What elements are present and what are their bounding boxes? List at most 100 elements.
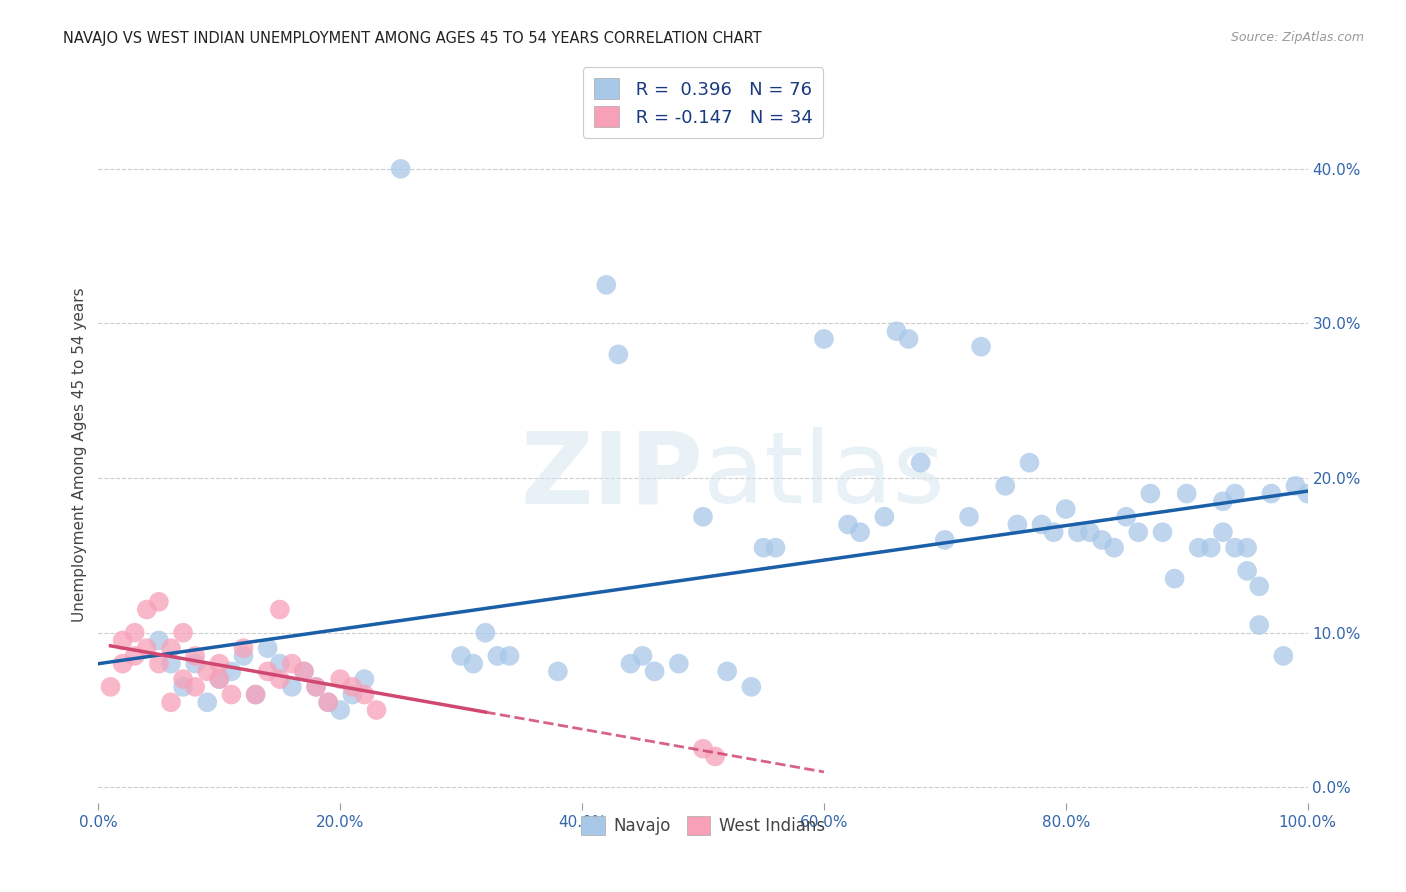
Point	[1249, 618, 1271, 632]
Point	[184, 657, 207, 671]
Point	[607, 347, 630, 361]
Point	[765, 541, 787, 555]
Point	[292, 665, 315, 679]
Point	[100, 680, 122, 694]
Point	[184, 680, 207, 694]
Point	[232, 648, 254, 663]
Point	[486, 648, 509, 663]
Text: ZIP: ZIP	[520, 427, 703, 524]
Text: Source: ZipAtlas.com: Source: ZipAtlas.com	[1230, 31, 1364, 45]
Point	[1212, 525, 1234, 540]
Point	[1091, 533, 1114, 547]
Point	[716, 665, 738, 679]
Point	[1067, 525, 1090, 540]
Legend: Navajo, West Indians: Navajo, West Indians	[572, 807, 834, 843]
Point	[1249, 579, 1271, 593]
Point	[1054, 502, 1077, 516]
Point	[195, 695, 218, 709]
Point	[208, 657, 231, 671]
Point	[1272, 648, 1295, 663]
Point	[353, 688, 375, 702]
Point	[547, 665, 569, 679]
Point	[148, 633, 170, 648]
Point	[208, 672, 231, 686]
Point	[1188, 541, 1211, 555]
Text: atlas: atlas	[703, 427, 945, 524]
Point	[644, 665, 666, 679]
Point	[366, 703, 388, 717]
Point	[148, 657, 170, 671]
Point	[631, 648, 654, 663]
Point	[1236, 541, 1258, 555]
Point	[1139, 486, 1161, 500]
Point	[160, 657, 183, 671]
Point	[221, 665, 243, 679]
Point	[897, 332, 920, 346]
Point	[269, 672, 291, 686]
Point	[245, 688, 267, 702]
Point	[292, 665, 315, 679]
Point	[957, 509, 980, 524]
Point	[256, 641, 278, 656]
Point	[1042, 525, 1064, 540]
Point	[305, 680, 328, 694]
Point	[1018, 456, 1040, 470]
Point	[342, 688, 364, 702]
Point	[1007, 517, 1029, 532]
Point	[353, 672, 375, 686]
Point	[1260, 486, 1282, 500]
Point	[970, 340, 993, 354]
Point	[752, 541, 775, 555]
Point	[256, 665, 278, 679]
Point	[873, 509, 896, 524]
Point	[1115, 509, 1137, 524]
Point	[1284, 479, 1306, 493]
Point	[316, 695, 339, 709]
Point	[329, 703, 352, 717]
Point	[208, 672, 231, 686]
Point	[245, 688, 267, 702]
Point	[269, 657, 291, 671]
Point	[160, 641, 183, 656]
Point	[1128, 525, 1150, 540]
Point	[1236, 564, 1258, 578]
Point	[692, 741, 714, 756]
Point	[994, 479, 1017, 493]
Point	[740, 680, 762, 694]
Point	[692, 509, 714, 524]
Point	[474, 625, 496, 640]
Text: NAVAJO VS WEST INDIAN UNEMPLOYMENT AMONG AGES 45 TO 54 YEARS CORRELATION CHART: NAVAJO VS WEST INDIAN UNEMPLOYMENT AMONG…	[63, 31, 762, 46]
Point	[281, 680, 304, 694]
Point	[1223, 486, 1246, 500]
Point	[1078, 525, 1101, 540]
Point	[450, 648, 472, 663]
Point	[1212, 494, 1234, 508]
Point	[305, 680, 328, 694]
Point	[1175, 486, 1198, 500]
Point	[837, 517, 859, 532]
Point	[281, 657, 304, 671]
Point	[886, 324, 908, 338]
Point	[1031, 517, 1053, 532]
Point	[111, 657, 134, 671]
Point	[1296, 486, 1319, 500]
Point	[172, 680, 194, 694]
Y-axis label: Unemployment Among Ages 45 to 54 years: Unemployment Among Ages 45 to 54 years	[72, 287, 87, 623]
Point	[269, 602, 291, 616]
Point	[111, 633, 134, 648]
Point	[148, 595, 170, 609]
Point	[668, 657, 690, 671]
Point	[232, 641, 254, 656]
Point	[184, 648, 207, 663]
Point	[172, 625, 194, 640]
Point	[813, 332, 835, 346]
Point	[342, 680, 364, 694]
Point	[160, 695, 183, 709]
Point	[1223, 541, 1246, 555]
Point	[1152, 525, 1174, 540]
Point	[389, 161, 412, 176]
Point	[124, 625, 146, 640]
Point	[329, 672, 352, 686]
Point	[124, 648, 146, 663]
Point	[221, 688, 243, 702]
